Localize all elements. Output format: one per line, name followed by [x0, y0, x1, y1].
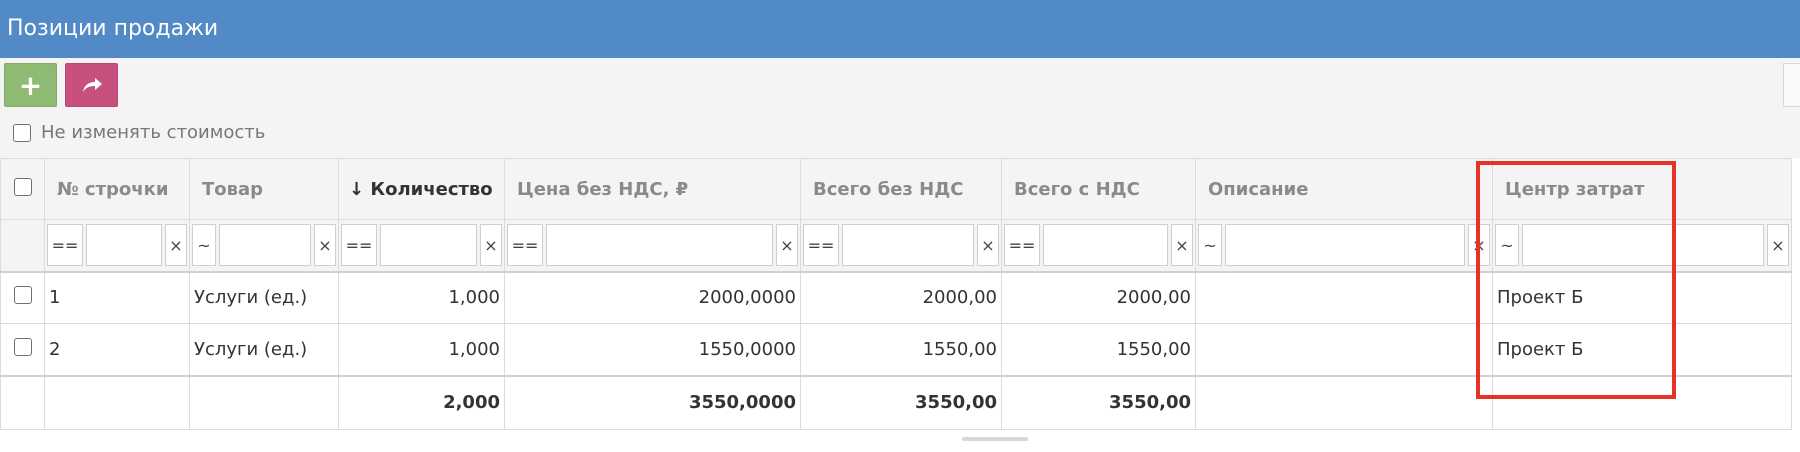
cell-cost-center: Проект Б — [1492, 271, 1792, 324]
cell-total-incl-vat: 1550,00 — [1001, 323, 1196, 376]
table-row[interactable]: 2 Услуги (ед.) 1,000 1550,0000 1550,00 1… — [0, 323, 1792, 376]
col-header-cost-center[interactable]: Центр затрат — [1492, 158, 1792, 220]
filter-description: ~ × — [1195, 219, 1493, 273]
filter-total-incl-vat: == × — [1001, 219, 1196, 273]
cell-quantity: 1,000 — [338, 323, 505, 376]
no-change-cost-label: Не изменять стоимость — [41, 122, 266, 143]
add-button[interactable]: + — [4, 63, 57, 107]
filter-price-excl-vat: == × — [504, 219, 801, 273]
filter-input[interactable] — [1225, 224, 1465, 267]
table-row[interactable]: 1 Услуги (ед.) 1,000 2000,0000 2000,00 2… — [0, 271, 1792, 324]
clear-filter-icon[interactable]: × — [977, 224, 999, 267]
filter-operator[interactable]: == — [1004, 224, 1040, 267]
filter-input[interactable] — [86, 224, 162, 267]
select-all-checkbox[interactable] — [13, 177, 32, 196]
filter-input[interactable] — [219, 224, 311, 267]
row-checkbox[interactable] — [13, 286, 32, 305]
cell-line-no: 1 — [44, 271, 190, 324]
sales-items-table: № строчки Товар ↓ Количество Цена без НД… — [0, 158, 1792, 430]
sort-desc-icon: ↓ — [349, 178, 365, 200]
total-total-excl-vat: 3550,00 — [800, 374, 1002, 430]
total-total-incl-vat: 3550,00 — [1001, 374, 1196, 430]
filter-total-excl-vat: == × — [800, 219, 1002, 273]
filter-input[interactable] — [546, 224, 773, 267]
no-change-cost-checkbox[interactable] — [13, 123, 31, 142]
filter-operator[interactable]: == — [47, 224, 83, 267]
cell-product: Услуги (ед.) — [189, 271, 339, 324]
cell-quantity: 1,000 — [338, 271, 505, 324]
filter-row: == × ~ × == × == × == × == × ~ × ~ × — [0, 219, 1792, 273]
filter-operator[interactable]: == — [341, 224, 377, 267]
col-header-total-incl-vat[interactable]: Всего с НДС — [1001, 158, 1196, 220]
share-arrow-icon — [82, 78, 102, 92]
filter-cost-center: ~ × — [1492, 219, 1792, 273]
cost-center-highlight-box — [1476, 161, 1676, 399]
header-row: № строчки Товар ↓ Количество Цена без НД… — [0, 158, 1792, 220]
panel-title: Позиции продажи — [0, 0, 1800, 58]
cell-description — [1195, 323, 1493, 376]
share-button[interactable] — [65, 63, 118, 107]
col-header-price-excl-vat[interactable]: Цена без НДС, ₽ — [504, 158, 801, 220]
filter-input[interactable] — [1043, 224, 1168, 267]
col-header-total-excl-vat[interactable]: Всего без НДС — [800, 158, 1002, 220]
filter-input[interactable] — [1522, 224, 1764, 267]
no-change-cost-option[interactable]: Не изменять стоимость — [13, 122, 265, 143]
total-price-excl-vat: 3550,0000 — [504, 374, 801, 430]
total-quantity: 2,000 — [338, 374, 505, 430]
select-all-cell — [0, 158, 45, 220]
clear-filter-icon[interactable]: × — [1767, 224, 1789, 267]
filter-input[interactable] — [380, 224, 477, 267]
row-checkbox[interactable] — [13, 337, 32, 356]
clear-filter-icon[interactable]: × — [165, 224, 187, 267]
clear-filter-icon[interactable]: × — [480, 224, 502, 267]
filter-product: ~ × — [189, 219, 339, 273]
filter-input[interactable] — [842, 224, 974, 267]
cell-line-no: 2 — [44, 323, 190, 376]
cell-total-excl-vat: 2000,00 — [800, 271, 1002, 324]
col-header-quantity-label: Количество — [370, 178, 493, 200]
row-select-cell — [0, 323, 45, 376]
cell-product: Услуги (ед.) — [189, 323, 339, 376]
filter-operator[interactable]: == — [507, 224, 543, 267]
filter-operator[interactable]: == — [803, 224, 839, 267]
totals-row: 2,000 3550,0000 3550,00 3550,00 — [0, 374, 1792, 430]
clear-filter-icon[interactable]: × — [314, 224, 336, 267]
cell-total-incl-vat: 2000,00 — [1001, 271, 1196, 324]
horizontal-scrollbar[interactable] — [962, 437, 1028, 441]
cell-cost-center: Проект Б — [1492, 323, 1792, 376]
filter-operator[interactable]: ~ — [1495, 224, 1519, 267]
col-header-description[interactable]: Описание — [1195, 158, 1493, 220]
col-header-quantity[interactable]: ↓ Количество — [338, 158, 505, 220]
filter-operator[interactable]: ~ — [1198, 224, 1222, 267]
row-select-cell — [0, 271, 45, 324]
toolbar: + Не изменять стоимость — [0, 58, 1800, 158]
totals-cell-empty — [1195, 374, 1493, 430]
cell-price-excl-vat: 2000,0000 — [504, 271, 801, 324]
cell-total-excl-vat: 1550,00 — [800, 323, 1002, 376]
totals-cell-empty — [1492, 374, 1792, 430]
col-header-line-no[interactable]: № строчки — [44, 158, 190, 220]
clear-filter-icon[interactable]: × — [776, 224, 798, 267]
filter-quantity: == × — [338, 219, 505, 273]
filter-operator[interactable]: ~ — [192, 224, 216, 267]
totals-cell-empty — [44, 374, 190, 430]
toolbar-right-control[interactable] — [1783, 63, 1800, 107]
filter-cell-empty — [0, 219, 45, 273]
col-header-product[interactable]: Товар — [189, 158, 339, 220]
totals-cell-empty — [189, 374, 339, 430]
clear-filter-icon[interactable]: × — [1171, 224, 1193, 267]
filter-line-no: == × — [44, 219, 190, 273]
cell-description — [1195, 271, 1493, 324]
totals-cell-empty — [0, 374, 45, 430]
plus-icon: + — [18, 68, 43, 102]
cell-price-excl-vat: 1550,0000 — [504, 323, 801, 376]
